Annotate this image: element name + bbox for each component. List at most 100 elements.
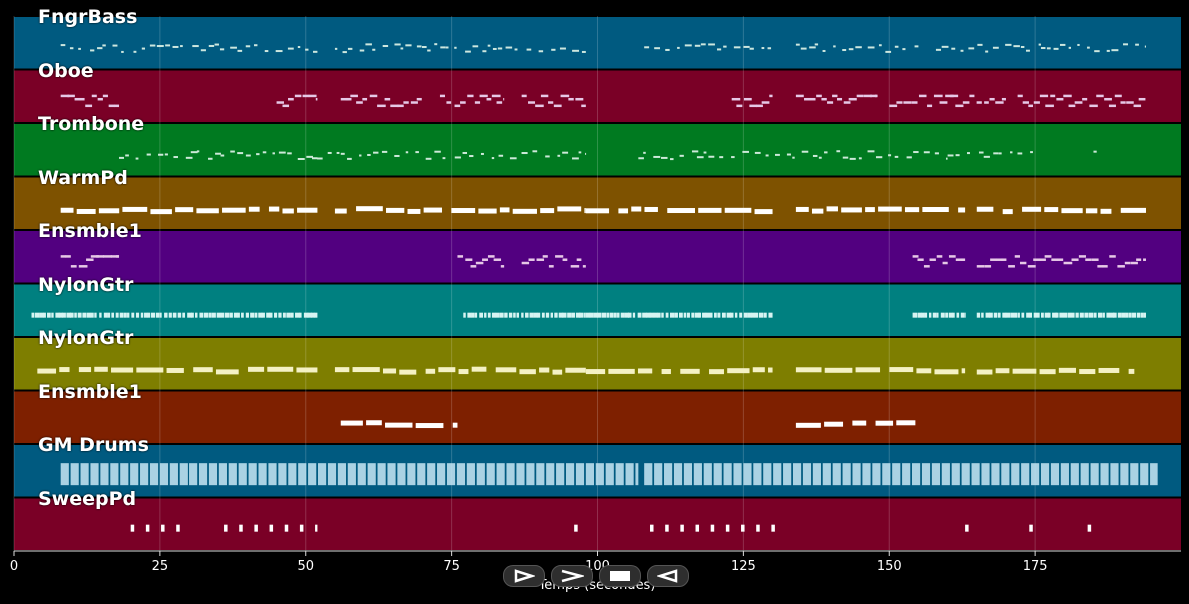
note	[491, 94, 501, 98]
note	[731, 97, 741, 101]
fast-forward-button[interactable]	[551, 565, 593, 587]
note	[841, 207, 862, 213]
note	[892, 463, 901, 486]
note	[875, 420, 894, 426]
note	[936, 255, 943, 258]
note	[47, 312, 51, 318]
note	[545, 155, 550, 158]
note	[70, 463, 79, 486]
note	[717, 312, 721, 318]
note	[480, 152, 484, 155]
note	[498, 154, 504, 157]
stop-button[interactable]	[599, 565, 641, 587]
note	[843, 101, 851, 104]
note	[416, 45, 422, 48]
note	[703, 463, 712, 486]
note	[487, 312, 491, 318]
note	[1012, 368, 1037, 374]
note	[508, 312, 513, 318]
note	[680, 368, 700, 374]
note	[1070, 312, 1075, 318]
note	[1102, 312, 1105, 318]
note	[43, 312, 46, 318]
note	[475, 261, 484, 265]
note	[254, 44, 258, 47]
note	[664, 463, 673, 486]
note	[670, 158, 674, 161]
note	[661, 312, 664, 318]
note	[476, 463, 485, 486]
note	[939, 101, 948, 104]
note	[297, 207, 318, 213]
note	[112, 44, 118, 47]
note	[870, 94, 877, 98]
play-button[interactable]	[503, 565, 545, 587]
note	[385, 422, 413, 428]
note	[1063, 94, 1072, 98]
note	[382, 368, 397, 374]
note	[1052, 312, 1057, 318]
note	[1013, 45, 1020, 48]
note	[683, 463, 693, 486]
note	[1097, 265, 1104, 268]
note	[1074, 101, 1083, 104]
note	[995, 368, 1010, 374]
note	[172, 312, 177, 318]
note	[951, 47, 956, 50]
note	[382, 45, 389, 48]
note	[60, 255, 67, 258]
note	[627, 312, 632, 318]
note	[237, 152, 244, 155]
note	[936, 312, 939, 318]
note	[416, 97, 422, 101]
note	[94, 366, 108, 372]
note	[1031, 463, 1040, 486]
note	[495, 367, 517, 373]
note	[654, 463, 663, 486]
note	[467, 94, 474, 98]
note	[96, 255, 104, 258]
note	[437, 463, 446, 486]
note	[713, 463, 722, 486]
rewind-button[interactable]	[647, 565, 689, 587]
note	[1044, 207, 1059, 213]
note	[609, 312, 614, 318]
note	[802, 463, 812, 486]
note	[575, 97, 584, 101]
note	[678, 312, 683, 318]
note	[708, 43, 715, 46]
note	[173, 156, 178, 159]
note	[710, 524, 715, 532]
note	[562, 312, 567, 318]
note	[941, 45, 949, 48]
note	[1136, 312, 1141, 318]
note	[166, 367, 184, 373]
note	[146, 153, 151, 156]
note	[454, 156, 461, 159]
note	[814, 43, 819, 46]
note	[140, 463, 149, 486]
note	[438, 367, 456, 373]
note	[863, 94, 872, 98]
note	[1111, 49, 1119, 52]
note	[340, 420, 363, 426]
note	[795, 43, 800, 46]
note	[565, 463, 575, 486]
note	[733, 46, 741, 49]
note	[1140, 463, 1149, 486]
note	[773, 463, 782, 486]
note	[446, 101, 452, 104]
track-lane	[14, 391, 1181, 443]
note	[761, 47, 765, 50]
note	[1044, 255, 1052, 258]
note	[852, 420, 867, 426]
note	[286, 312, 291, 318]
note	[394, 154, 400, 157]
note	[560, 94, 570, 98]
note	[208, 157, 213, 160]
note	[743, 45, 750, 48]
note	[1080, 463, 1089, 486]
note	[407, 463, 416, 486]
note	[133, 50, 137, 53]
note	[122, 206, 148, 212]
